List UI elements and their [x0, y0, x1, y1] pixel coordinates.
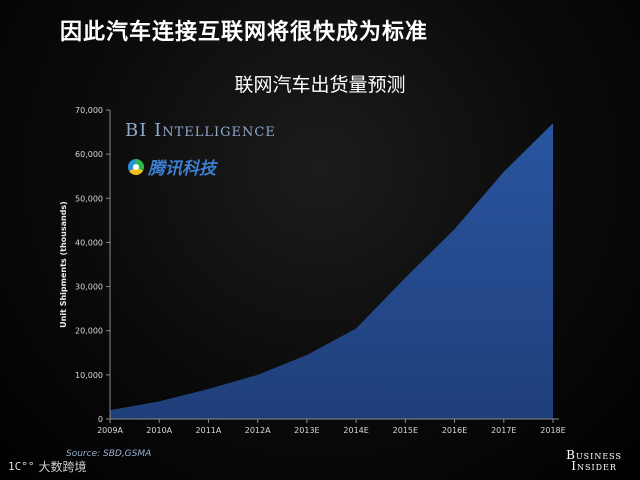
- x-tick-label: 2012A: [245, 426, 271, 435]
- x-tick-label: 2014E: [343, 426, 368, 435]
- tencent-tech-logo: 腾讯科技: [128, 154, 216, 179]
- y-tick-label: 10,000: [75, 371, 103, 380]
- source-note: Source: SBD,GSMA: [66, 449, 152, 459]
- chart-title: 联网汽车出货量预测: [234, 74, 406, 96]
- headline: 因此汽车连接互联网将很快成为标准: [60, 20, 429, 45]
- y-tick-label: 40,000: [75, 238, 103, 247]
- watermark-text: 大数跨境: [38, 460, 87, 474]
- x-tick-label: 2015E: [393, 426, 418, 435]
- y-tick-label: 30,000: [75, 283, 103, 292]
- business-insider-line2: Insider: [571, 459, 617, 473]
- brand-intelligence: Intelligence: [154, 120, 276, 141]
- x-tick-label: 2009A: [97, 426, 123, 435]
- x-tick-label: 2010A: [146, 426, 172, 435]
- y-tick-label: 70,000: [75, 106, 103, 115]
- bi-intelligence-logo: BI Intelligence: [125, 120, 276, 141]
- business-insider-line1: Business: [566, 448, 622, 462]
- area-series: [110, 123, 553, 419]
- y-tick-label: 0: [98, 415, 103, 424]
- x-tick-label: 2016E: [442, 426, 467, 435]
- x-tick-label: 2017E: [491, 426, 516, 435]
- y-axis-label: Unit Shipments (thousands): [59, 201, 68, 328]
- tencent-tech-text: 腾讯科技: [148, 159, 216, 179]
- x-tick-label: 2013E: [294, 426, 319, 435]
- y-tick-label: 20,000: [75, 327, 103, 336]
- tencent-logo-icon: [128, 158, 144, 175]
- x-tick-label: 2018E: [540, 426, 565, 435]
- business-insider-logo: Business Insider: [566, 448, 622, 473]
- brand-bi: BI: [125, 120, 148, 141]
- watermark-logo-icon: 1C°°: [8, 460, 35, 473]
- watermark: 1C°° 大数跨境: [8, 458, 87, 475]
- y-tick-label: 50,000: [75, 194, 103, 203]
- x-tick-label: 2011A: [196, 426, 222, 435]
- y-tick-label: 60,000: [75, 150, 103, 159]
